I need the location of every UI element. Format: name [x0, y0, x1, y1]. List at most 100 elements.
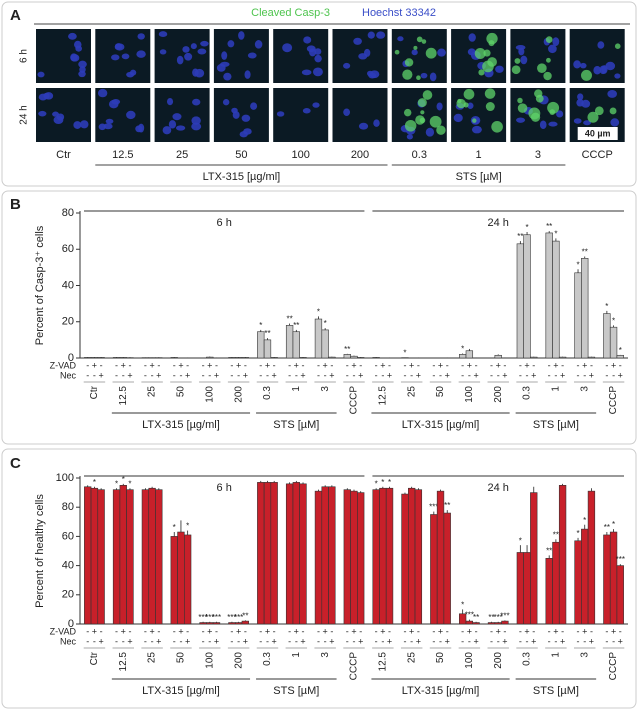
bar — [373, 490, 380, 624]
casp3-signal — [483, 50, 490, 57]
x-tick-label: 200 — [493, 652, 504, 669]
scale-bar-label: 40 µm — [585, 128, 611, 138]
bar — [588, 357, 595, 358]
significance: * — [317, 307, 320, 316]
nec-sign: - — [353, 370, 356, 380]
casp3-signal — [472, 118, 476, 122]
significance: * — [461, 345, 464, 354]
nucleus — [397, 36, 403, 41]
group-label: LTX-315 [µg/ml] — [402, 685, 480, 697]
nec-sign: - — [151, 636, 154, 646]
nec-sign: - — [497, 370, 500, 380]
nec-sign: - — [554, 636, 557, 646]
period-label: 6 h — [217, 482, 232, 494]
bar — [171, 357, 178, 358]
casp3-signal — [430, 116, 442, 128]
significance: ** — [553, 530, 559, 539]
bar — [271, 357, 278, 358]
bar — [466, 621, 473, 624]
bar — [98, 357, 105, 358]
nec-sign: - — [605, 370, 608, 380]
stain-label: Hoechst 33342 — [362, 7, 436, 19]
x-tick-label: 3 — [579, 652, 590, 658]
stain-label: Cleaved Casp-3 — [251, 7, 330, 19]
significance: ** — [582, 248, 588, 257]
nec-sign: - — [432, 636, 435, 646]
nec-sign: - — [259, 636, 262, 646]
nec-sign: - — [259, 370, 262, 380]
nec-sign: - — [266, 370, 269, 380]
bar — [293, 332, 300, 358]
bar — [575, 273, 582, 358]
casp3-signal — [418, 98, 427, 107]
zvad-sign: + — [323, 626, 328, 636]
bar — [546, 558, 553, 624]
column-label: 1 — [476, 149, 482, 161]
significance: * — [576, 260, 579, 269]
y-tick-label: 80 — [62, 501, 74, 513]
zvad-sign: - — [590, 626, 593, 636]
nucleus — [137, 33, 144, 39]
significance: ** — [344, 345, 350, 354]
nec-sign: - — [612, 636, 615, 646]
group-label: STS [µM] — [456, 171, 502, 183]
zvad-sign: - — [519, 626, 522, 636]
nucleus — [373, 119, 379, 126]
nucleus — [307, 45, 316, 52]
zvad-sign: - — [548, 626, 551, 636]
nucleus — [353, 38, 362, 45]
bar — [235, 623, 242, 624]
casp3-signal — [402, 70, 412, 80]
casp3-signal — [543, 72, 551, 80]
nucleus — [243, 128, 252, 135]
zvad-sign: - — [503, 626, 506, 636]
bar — [379, 488, 386, 624]
bar — [524, 235, 531, 358]
significance: * — [259, 321, 262, 330]
nec-sign: + — [589, 370, 594, 380]
casp3-signal — [610, 108, 617, 115]
y-tick-label: 100 — [56, 472, 74, 484]
zvad-sign: - — [173, 626, 176, 636]
significance: * — [128, 479, 131, 488]
y-tick-label: 40 — [62, 560, 74, 572]
nec-sign: + — [127, 370, 132, 380]
nucleus — [412, 49, 418, 55]
bar — [329, 357, 336, 358]
bar — [373, 357, 380, 358]
zvad-sign: + — [611, 360, 616, 370]
x-tick-label: 100 — [464, 652, 475, 669]
nec-sign: + — [473, 636, 478, 646]
zvad-sign: - — [115, 360, 118, 370]
bar — [91, 357, 98, 358]
nucleus — [548, 122, 557, 127]
significance: * — [525, 223, 528, 232]
bar — [257, 332, 264, 358]
bar — [84, 487, 91, 624]
nec-sign: - — [208, 636, 211, 646]
bar — [286, 484, 293, 624]
bar — [610, 532, 617, 624]
casp3-signal — [486, 33, 497, 44]
zvad-sign: + — [553, 626, 558, 636]
zvad-sign: - — [461, 360, 464, 370]
zvad-sign: + — [149, 626, 154, 636]
x-tick-label: 50 — [435, 386, 446, 398]
nec-sign: - — [577, 636, 580, 646]
casp3-signal — [486, 102, 495, 111]
nucleus — [597, 41, 604, 48]
nucleus — [220, 62, 230, 67]
bar — [581, 258, 588, 358]
zvad-sign: - — [403, 360, 406, 370]
group-label: LTX-315 [µg/ml] — [402, 419, 480, 431]
significance: * — [388, 478, 391, 487]
micrograph — [510, 29, 565, 83]
nec-sign: - — [208, 370, 211, 380]
significance: * — [115, 479, 118, 488]
bar — [495, 623, 502, 624]
casp3-signal — [426, 48, 437, 59]
nucleus — [437, 103, 443, 111]
nec-sign: + — [185, 636, 190, 646]
nucleus — [191, 116, 200, 124]
y-tick-label: 60 — [62, 530, 74, 542]
